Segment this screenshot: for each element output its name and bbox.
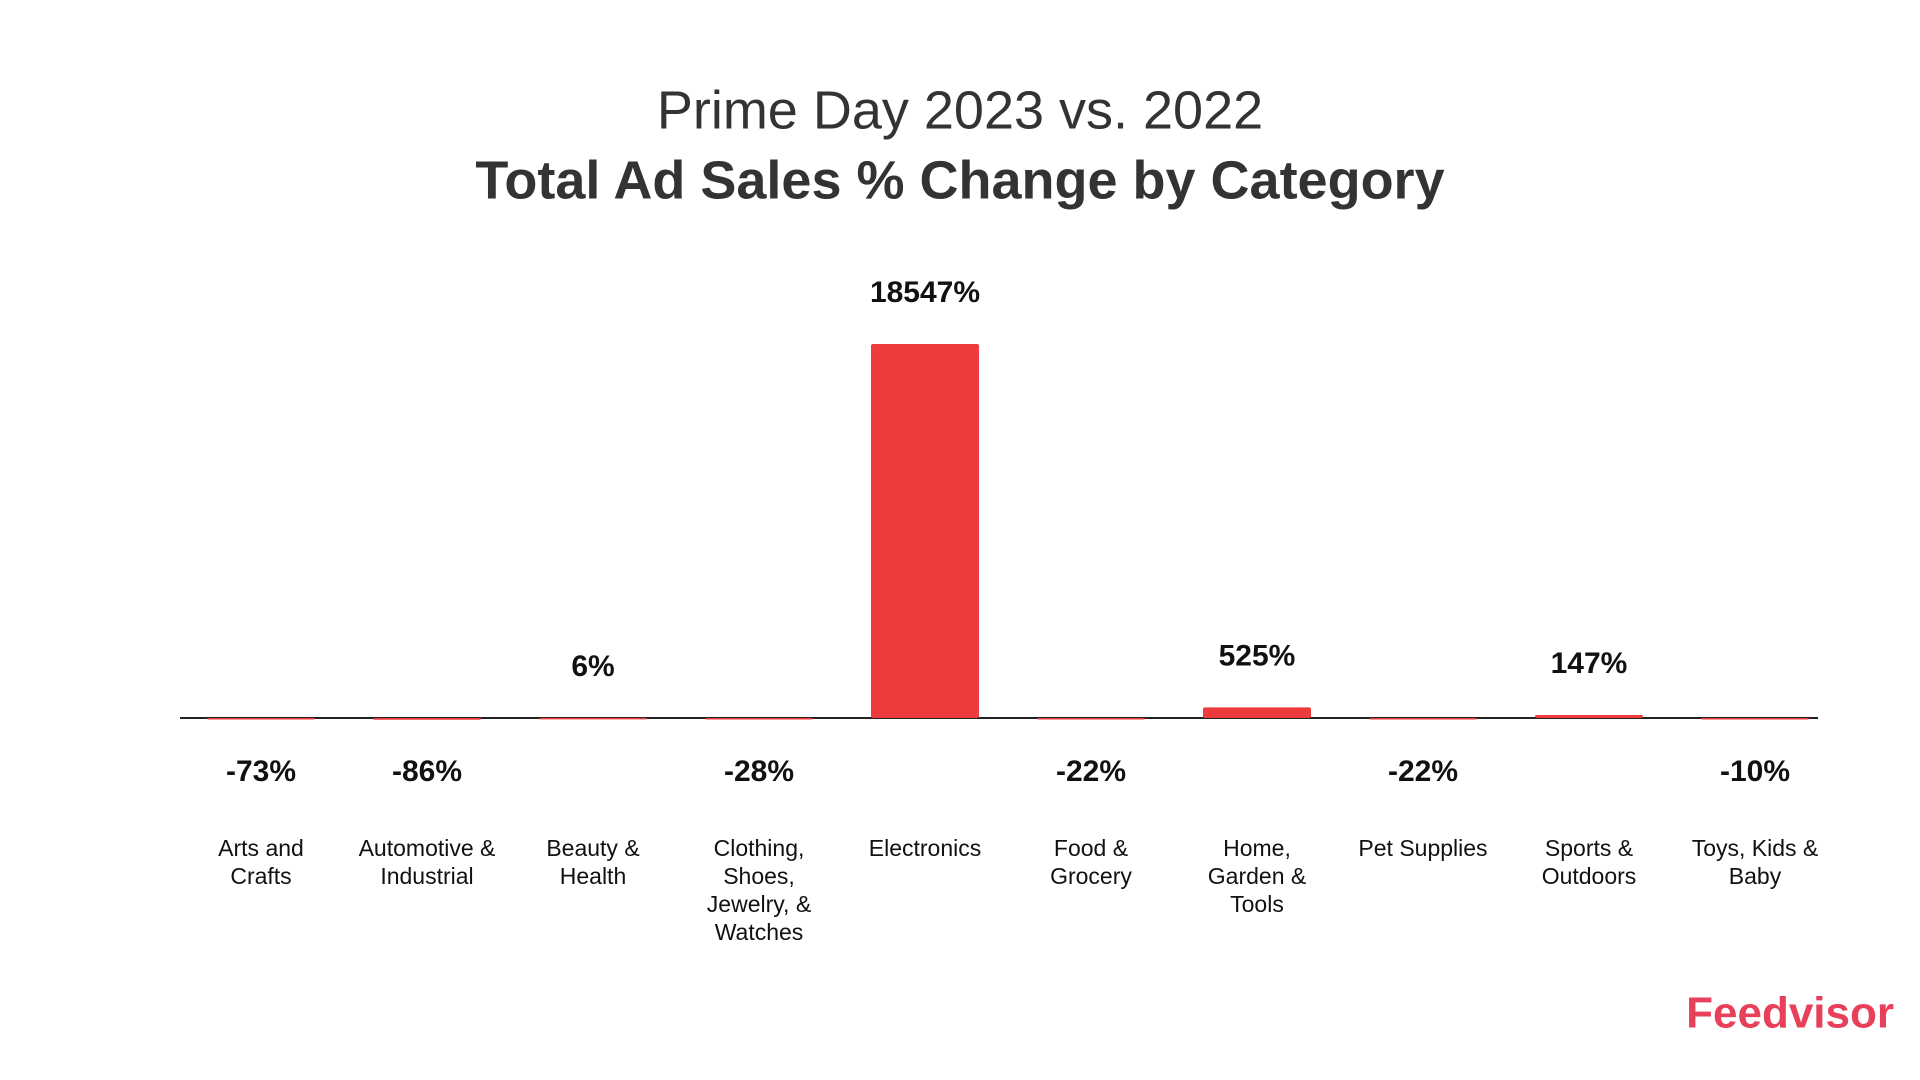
category-label: Pet Supplies (1358, 835, 1488, 861)
bar (1535, 715, 1643, 718)
value-label: -28% (724, 755, 794, 788)
value-label: 18547% (870, 276, 980, 309)
bar (1203, 707, 1311, 718)
value-label: 525% (1219, 639, 1296, 672)
value-label: -86% (392, 755, 462, 788)
bar (373, 718, 481, 720)
category-label: Automotive & Industrial (358, 835, 496, 889)
bar (705, 718, 813, 720)
category-label: Clothing, Shoes, Jewelry, & Watches (706, 835, 812, 945)
category-label: Sports & Outdoors (1541, 835, 1637, 889)
value-label: -73% (226, 755, 296, 788)
bar (1701, 718, 1809, 720)
bar (871, 344, 979, 718)
category-label: Food & Grocery (1050, 835, 1132, 889)
category-label: Beauty & Health (546, 835, 640, 889)
brand-logo: Feedvisor (1686, 989, 1894, 1038)
category-label: Toys, Kids & Baby (1691, 835, 1819, 889)
bar (1369, 718, 1477, 720)
value-label: -22% (1056, 755, 1126, 788)
chart-subtitle: Total Ad Sales % Change by Category (475, 150, 1444, 210)
bar (539, 717, 647, 720)
bar (207, 718, 315, 720)
chart-title: Prime Day 2023 vs. 2022 (657, 80, 1263, 140)
bar (1037, 718, 1145, 720)
category-label: Electronics (868, 835, 982, 861)
value-label: -10% (1720, 755, 1790, 788)
category-label: Home, Garden & Tools (1207, 835, 1307, 917)
value-label: 6% (571, 650, 614, 683)
value-label: 147% (1551, 647, 1628, 680)
value-label: -22% (1388, 755, 1458, 788)
category-label: Arts and Crafts (218, 835, 304, 889)
